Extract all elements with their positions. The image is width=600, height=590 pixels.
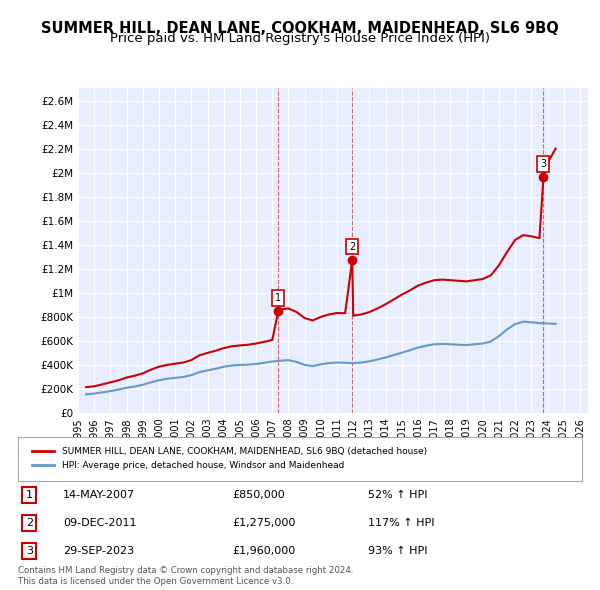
- Legend: SUMMER HILL, DEAN LANE, COOKHAM, MAIDENHEAD, SL6 9BQ (detached house), HPI: Aver: SUMMER HILL, DEAN LANE, COOKHAM, MAIDENH…: [28, 444, 430, 474]
- Text: 3: 3: [26, 546, 33, 556]
- Text: 09-DEC-2011: 09-DEC-2011: [63, 518, 137, 528]
- Text: 1: 1: [26, 490, 33, 500]
- Text: 93% ↑ HPI: 93% ↑ HPI: [368, 546, 427, 556]
- Text: 2: 2: [349, 241, 355, 251]
- Text: 117% ↑ HPI: 117% ↑ HPI: [368, 518, 434, 528]
- Text: 2: 2: [26, 518, 33, 528]
- Text: 52% ↑ HPI: 52% ↑ HPI: [368, 490, 427, 500]
- Text: SUMMER HILL, DEAN LANE, COOKHAM, MAIDENHEAD, SL6 9BQ: SUMMER HILL, DEAN LANE, COOKHAM, MAIDENH…: [41, 21, 559, 35]
- Text: 14-MAY-2007: 14-MAY-2007: [63, 490, 135, 500]
- Text: 1: 1: [275, 293, 281, 303]
- Text: Contains HM Land Registry data © Crown copyright and database right 2024.
This d: Contains HM Land Registry data © Crown c…: [18, 566, 353, 586]
- Text: £1,275,000: £1,275,000: [232, 518, 296, 528]
- Text: Price paid vs. HM Land Registry's House Price Index (HPI): Price paid vs. HM Land Registry's House …: [110, 32, 490, 45]
- Text: 29-SEP-2023: 29-SEP-2023: [63, 546, 134, 556]
- Text: £1,960,000: £1,960,000: [232, 546, 296, 556]
- Text: 3: 3: [541, 159, 547, 169]
- Text: £850,000: £850,000: [232, 490, 285, 500]
